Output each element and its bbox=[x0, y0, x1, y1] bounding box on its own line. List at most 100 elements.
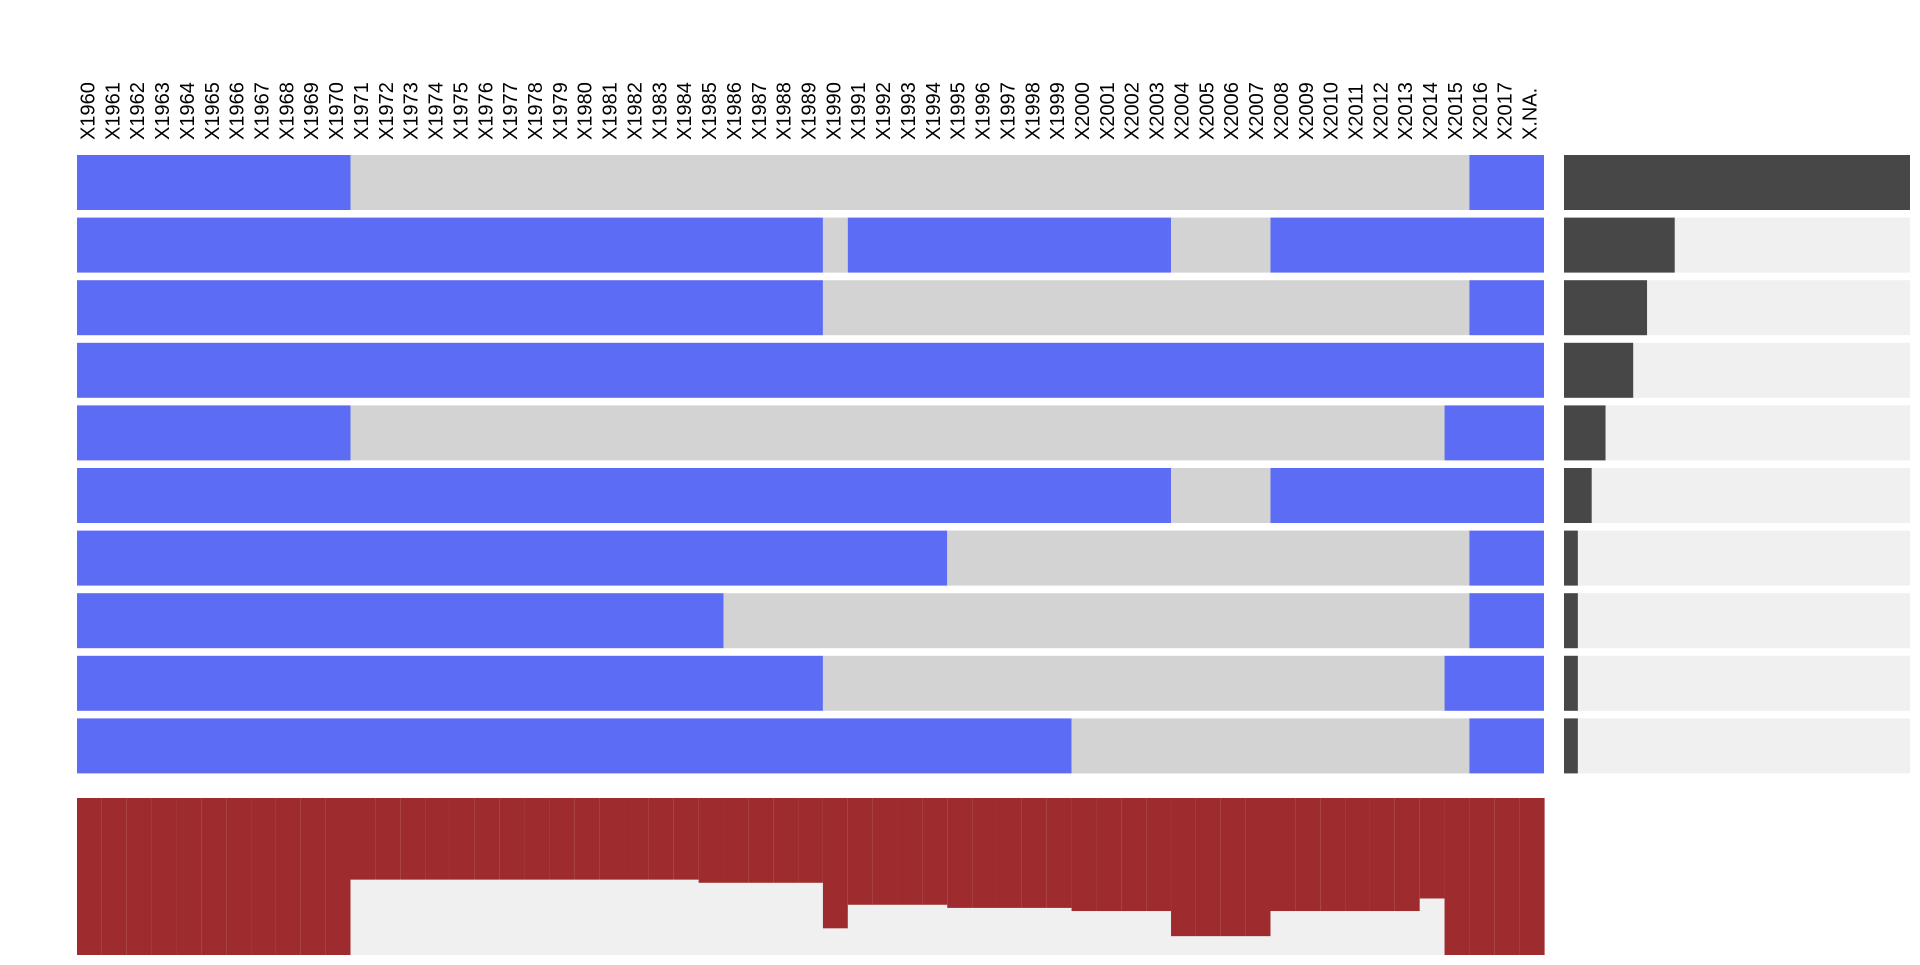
total-bar bbox=[1320, 798, 1346, 912]
missing-cell bbox=[822, 655, 1445, 711]
total-bar bbox=[1295, 798, 1321, 912]
column-label: X1972 bbox=[376, 82, 398, 140]
frequency-bar bbox=[1564, 655, 1578, 711]
present-cell bbox=[77, 593, 724, 649]
present-cell bbox=[1444, 405, 1544, 461]
present-cell bbox=[77, 655, 823, 711]
frequency-bar bbox=[1564, 280, 1648, 336]
column-label: X1973 bbox=[401, 82, 423, 140]
column-label: X2005 bbox=[1196, 82, 1218, 140]
total-bar bbox=[1369, 798, 1396, 912]
column-label: X1990 bbox=[823, 82, 845, 140]
column-label: X1961 bbox=[102, 82, 124, 140]
column-label: X1996 bbox=[973, 82, 995, 140]
column-label: X1970 bbox=[326, 82, 348, 140]
present-cell bbox=[1469, 718, 1544, 774]
total-bar bbox=[1345, 798, 1371, 912]
missing-cell bbox=[350, 155, 1470, 210]
total-bar bbox=[1046, 798, 1073, 908]
column-label: X1977 bbox=[500, 82, 522, 140]
present-cell bbox=[77, 405, 351, 461]
total-bar bbox=[897, 798, 923, 905]
column-label: X1978 bbox=[525, 82, 547, 140]
present-cell bbox=[77, 217, 823, 273]
column-label: X1979 bbox=[550, 82, 572, 140]
total-bar bbox=[1021, 798, 1048, 908]
frequency-bar bbox=[1564, 342, 1634, 398]
total-bar bbox=[872, 798, 899, 905]
total-bar bbox=[499, 798, 526, 880]
total-bar bbox=[972, 798, 998, 908]
column-label: X1998 bbox=[1022, 82, 1044, 140]
column-label: X1983 bbox=[649, 82, 671, 140]
present-cell bbox=[77, 342, 1544, 398]
total-bar bbox=[748, 798, 774, 883]
total-bar bbox=[947, 798, 973, 908]
frequency-bar bbox=[1564, 468, 1592, 523]
column-label: X2006 bbox=[1221, 82, 1243, 140]
total-bar bbox=[201, 798, 227, 955]
column-label: X1980 bbox=[575, 82, 597, 140]
present-cell bbox=[1444, 655, 1544, 711]
total-bar bbox=[648, 798, 675, 880]
total-bar bbox=[723, 798, 749, 883]
column-label: X2010 bbox=[1321, 82, 1343, 140]
missing-cell bbox=[1071, 718, 1470, 774]
frequency-bar bbox=[1564, 155, 1910, 210]
total-bar bbox=[549, 798, 575, 880]
total-bar bbox=[698, 798, 725, 883]
missing-cell bbox=[1171, 468, 1271, 523]
total-bar bbox=[1394, 798, 1421, 912]
column-label: X2003 bbox=[1147, 82, 1169, 140]
column-label: X1974 bbox=[426, 82, 448, 140]
total-bar bbox=[1195, 798, 1222, 937]
column-label: X2004 bbox=[1171, 82, 1193, 140]
column-label: X1964 bbox=[177, 82, 199, 140]
frequency-bar bbox=[1564, 593, 1578, 649]
present-cell bbox=[1469, 530, 1544, 586]
frequency-track bbox=[1564, 593, 1910, 649]
total-bar bbox=[1071, 798, 1098, 912]
column-label: X2013 bbox=[1395, 82, 1417, 140]
missing-cell bbox=[723, 593, 1470, 649]
missing-cell bbox=[822, 280, 1470, 336]
column-label: X1963 bbox=[152, 82, 174, 140]
column-label: X2008 bbox=[1271, 82, 1293, 140]
total-bar bbox=[226, 798, 252, 955]
column-label: X1997 bbox=[997, 82, 1019, 140]
column-label: X2000 bbox=[1072, 82, 1094, 140]
total-bar bbox=[822, 798, 849, 929]
column-label: X2014 bbox=[1420, 82, 1442, 140]
total-bar bbox=[251, 798, 277, 955]
column-label: X2012 bbox=[1370, 82, 1392, 140]
total-bar bbox=[1469, 798, 1495, 955]
column-label: X1966 bbox=[227, 82, 249, 140]
column-label: X1971 bbox=[351, 82, 373, 140]
present-cell bbox=[77, 718, 1072, 774]
frequency-track bbox=[1564, 530, 1910, 586]
total-bar bbox=[375, 798, 401, 880]
total-bar bbox=[449, 798, 476, 880]
frequency-track bbox=[1564, 468, 1910, 523]
present-cell bbox=[1270, 217, 1544, 273]
column-label: X2011 bbox=[1346, 84, 1368, 140]
total-bar bbox=[847, 798, 874, 905]
column-label: X1982 bbox=[624, 82, 646, 140]
column-label: X1991 bbox=[848, 82, 870, 140]
missing-cell bbox=[822, 217, 848, 273]
column-label: X2016 bbox=[1470, 82, 1492, 140]
missing-cell bbox=[947, 530, 1470, 586]
total-bar bbox=[574, 798, 600, 880]
total-bar bbox=[400, 798, 426, 880]
present-cell bbox=[77, 468, 1172, 523]
frequency-track bbox=[1564, 718, 1910, 774]
column-label: X1989 bbox=[799, 82, 821, 140]
column-label: X1969 bbox=[301, 82, 323, 140]
total-bar bbox=[325, 798, 352, 955]
column-label: X1985 bbox=[699, 82, 721, 140]
column-label: X1968 bbox=[276, 82, 298, 140]
total-bar bbox=[1146, 798, 1172, 912]
total-bar bbox=[126, 798, 153, 955]
total-bar bbox=[77, 798, 103, 955]
total-bar bbox=[1419, 798, 1446, 899]
